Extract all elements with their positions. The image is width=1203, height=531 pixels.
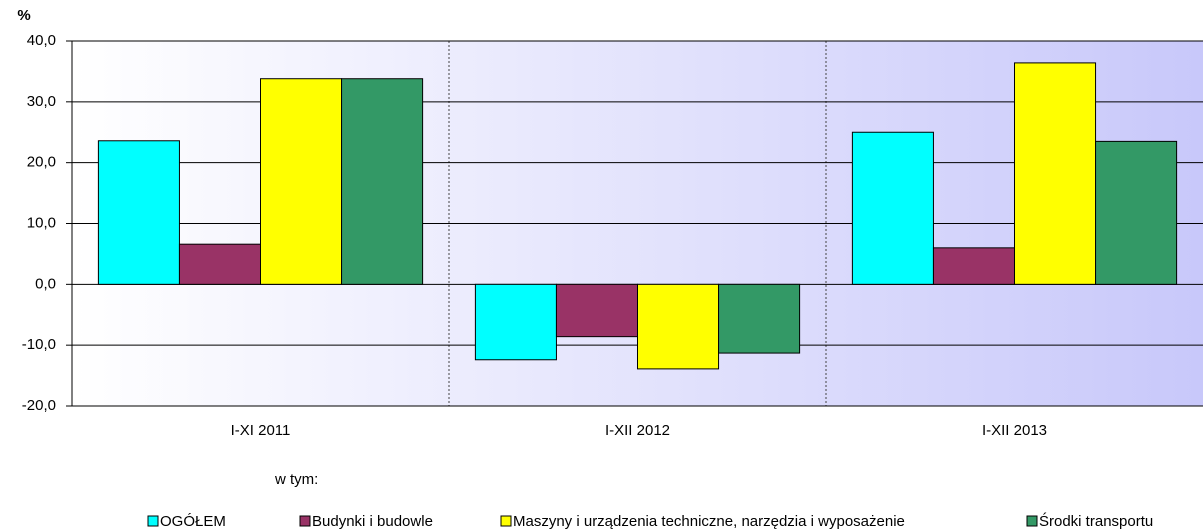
bar — [851, 131, 934, 285]
bar — [637, 283, 720, 370]
legend-swatch — [147, 515, 159, 527]
y-tick-label: 10,0 — [27, 214, 56, 231]
bar — [474, 283, 557, 361]
bar — [555, 283, 639, 338]
legend-label: Środki transportu — [1039, 512, 1153, 530]
y-axis-label: % — [17, 7, 30, 24]
legend-label: OGÓŁEM — [160, 513, 226, 530]
bar — [97, 140, 180, 285]
y-tick-label: -20,0 — [22, 397, 56, 414]
legend-label: Maszyny i urządzenia techniczne, narzędz… — [513, 513, 905, 530]
bar — [718, 283, 801, 354]
y-tick-label: 30,0 — [27, 93, 56, 110]
bar — [341, 78, 424, 285]
y-tick-label: 0,0 — [35, 275, 56, 292]
legend-swatch — [1026, 515, 1038, 527]
bar — [1095, 140, 1178, 285]
x-tick-label: I-XI 2011 — [231, 422, 291, 439]
y-tick-label: 20,0 — [27, 154, 56, 171]
x-tick-label: I-XII 2013 — [982, 422, 1047, 439]
x-tick-label: I-XII 2012 — [605, 422, 670, 439]
legend-swatch — [299, 515, 311, 527]
y-tick-label: 40,0 — [27, 32, 56, 49]
bar — [932, 247, 1016, 285]
legend-label: Budynki i budowle — [312, 513, 433, 530]
bar — [260, 78, 343, 285]
legend-title: w tym: — [274, 471, 318, 488]
bar — [178, 243, 262, 285]
bar — [1014, 62, 1097, 285]
legend-swatch — [500, 515, 512, 527]
y-tick-label: -10,0 — [22, 336, 56, 353]
